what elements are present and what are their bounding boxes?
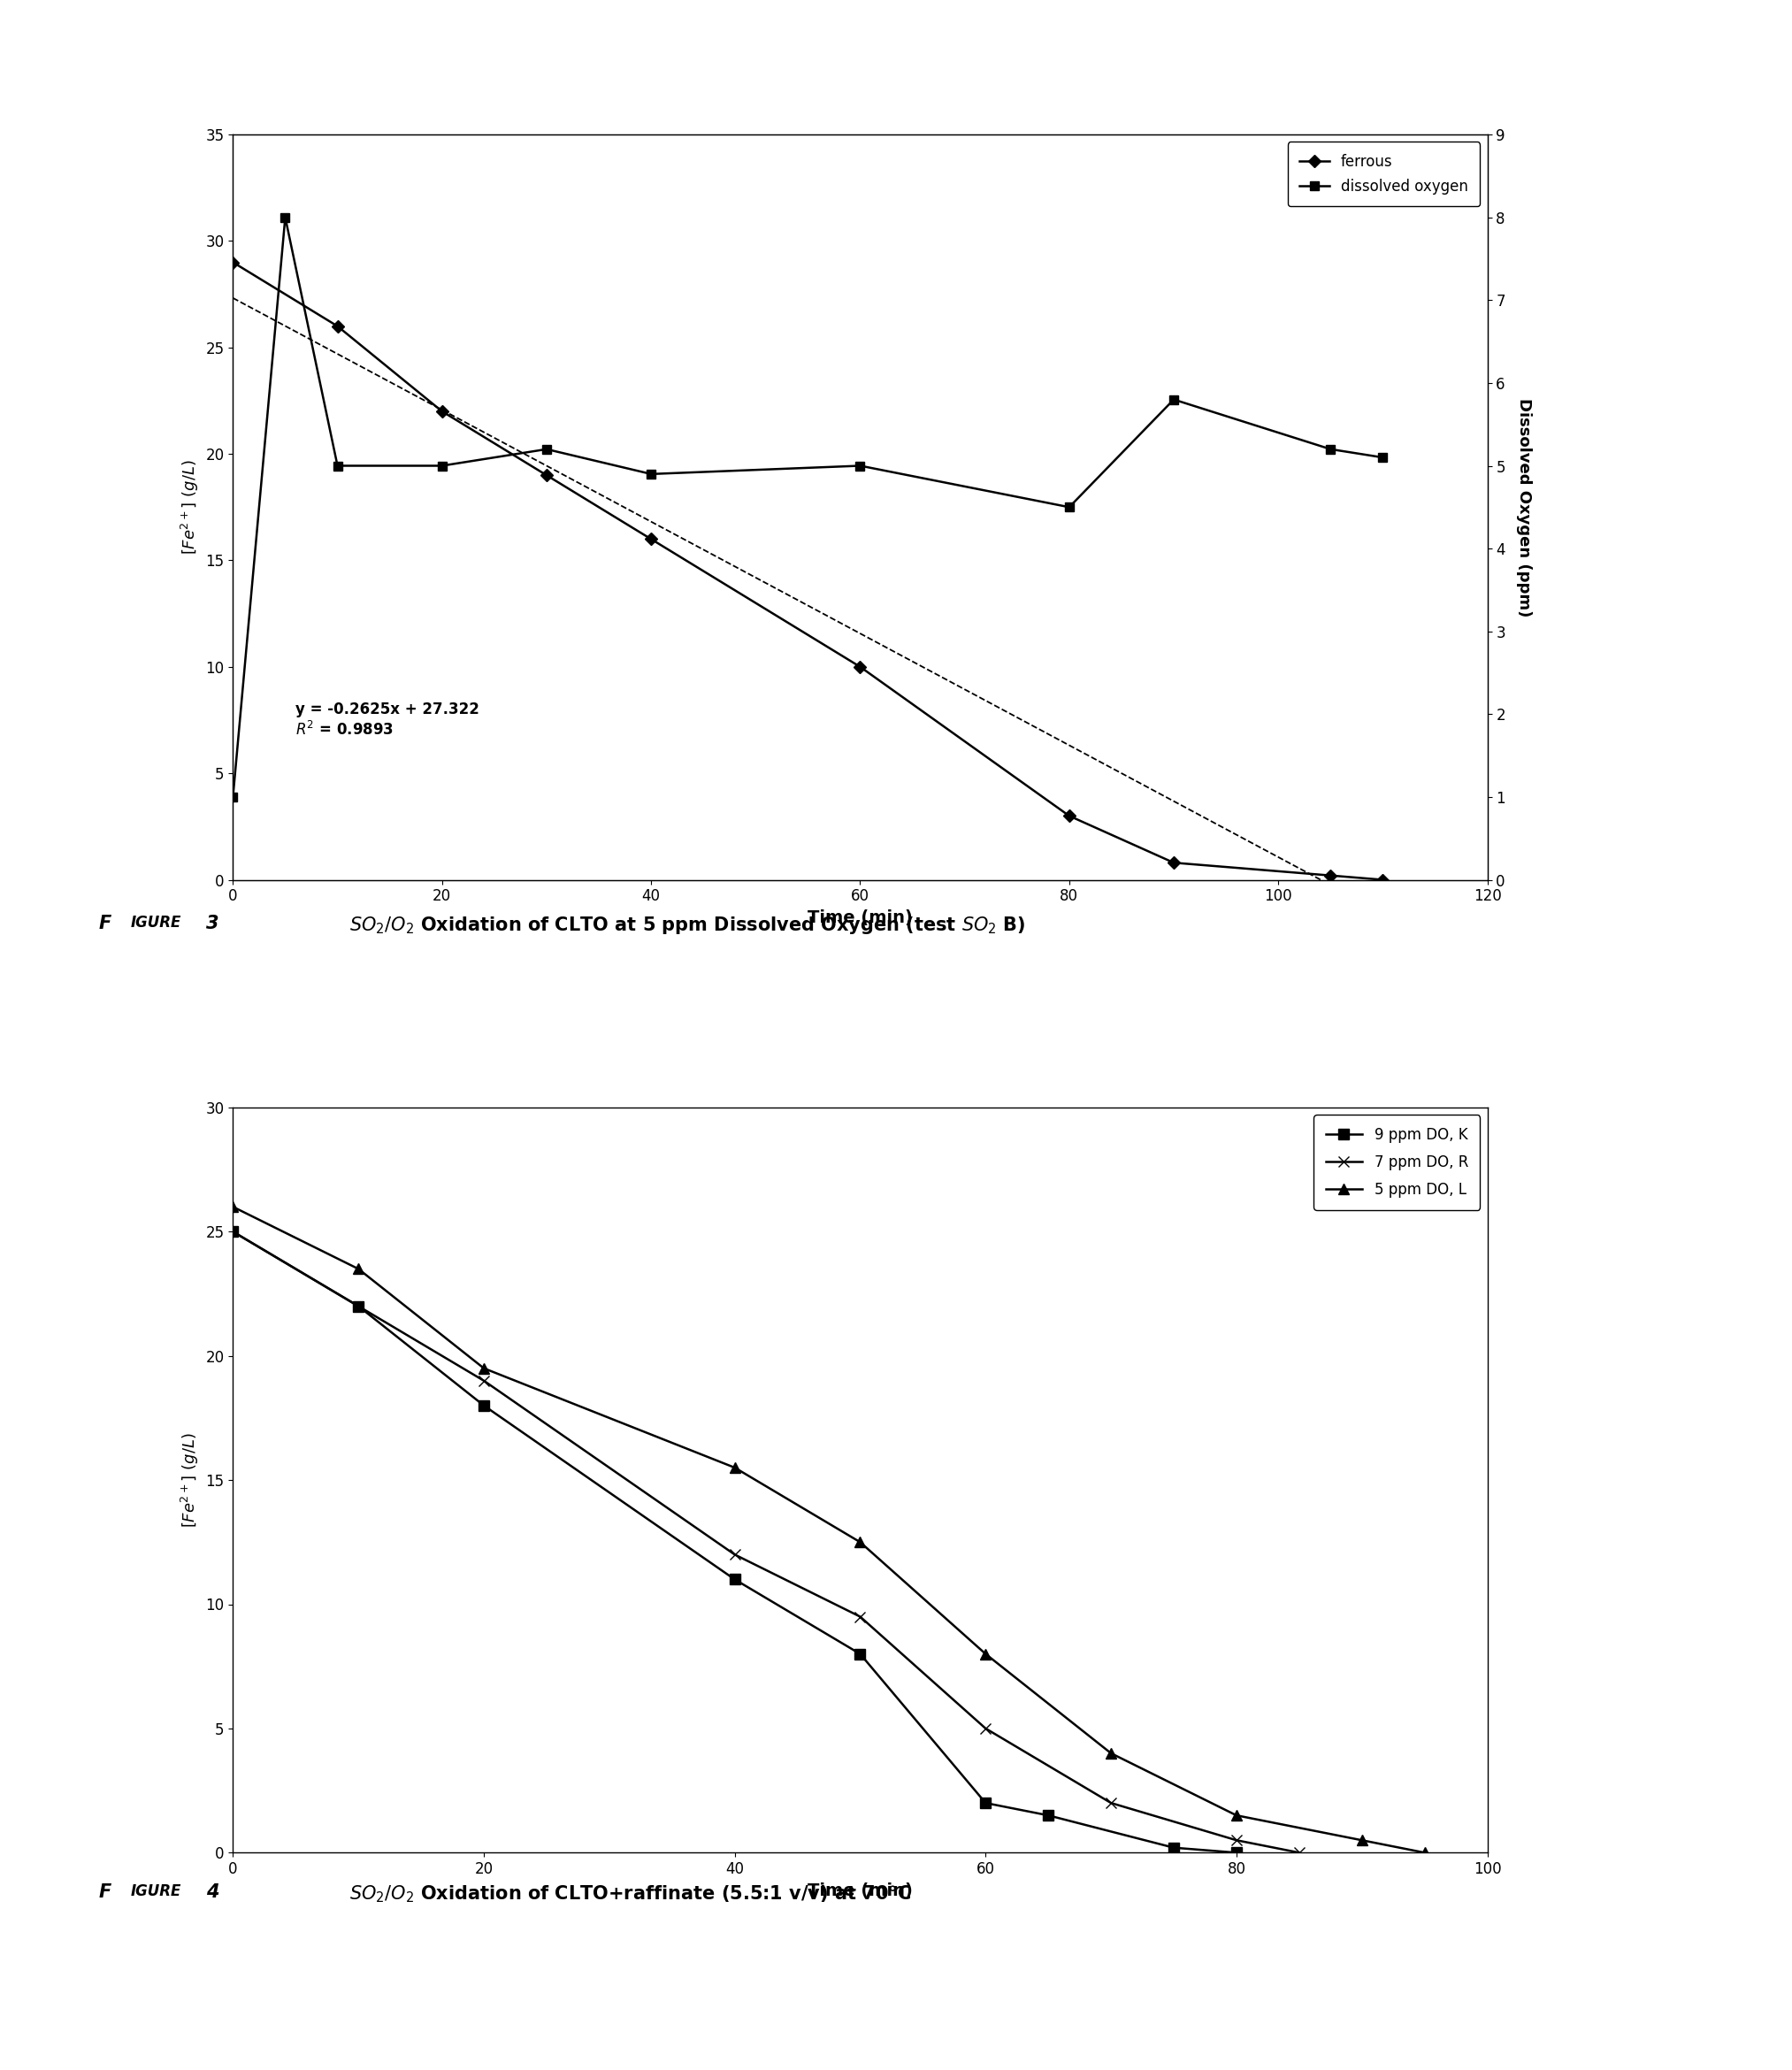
Text: y = -0.2625x + 27.322
$R^2$ = 0.9893: y = -0.2625x + 27.322 $R^2$ = 0.9893 [296,702,480,739]
5 ppm DO, L [222,1194,244,1219]
5 ppm DO, L [1351,1828,1373,1853]
Legend: 9 ppm DO, K, 7 ppm DO, R, 5 ppm DO, L: 9 ppm DO, K, 7 ppm DO, R, 5 ppm DO, L [1314,1116,1480,1209]
Line: 5 ppm DO, L: 5 ppm DO, L [228,1203,1430,1857]
Text: IGURE: IGURE [131,915,181,932]
9 ppm DO, K [975,1791,996,1815]
dissolved oxygen [1059,495,1081,520]
dissolved oxygen [849,453,871,478]
9 ppm DO, K [1038,1803,1059,1828]
ferrous [849,654,871,679]
ferrous [1059,803,1081,828]
Y-axis label: $[Fe^{2+}]\ (g/L)$: $[Fe^{2+}]\ (g/L)$ [179,460,201,555]
9 ppm DO, K [473,1393,495,1418]
Text: 4: 4 [206,1884,219,1902]
X-axis label: Time (min): Time (min) [808,909,912,925]
Y-axis label: Dissolved Oxygen (ppm): Dissolved Oxygen (ppm) [1516,397,1532,617]
Text: F: F [99,915,111,934]
5 ppm DO, L [1226,1803,1247,1828]
ferrous [1319,863,1340,888]
dissolved oxygen [1163,387,1185,412]
9 ppm DO, K [849,1642,871,1666]
7 ppm DO, R [724,1542,745,1567]
Text: F: F [99,1884,111,1902]
ferrous [1373,867,1394,892]
Text: IGURE: IGURE [131,1884,181,1900]
Y-axis label: $[Fe^{2+}]\ (g/L)$: $[Fe^{2+}]\ (g/L)$ [179,1432,201,1528]
9 ppm DO, K [1163,1836,1185,1861]
5 ppm DO, L [1100,1741,1122,1766]
ferrous [640,526,661,551]
dissolved oxygen [1373,445,1394,470]
dissolved oxygen [640,462,661,486]
Text: $SO_2/O_2$ Oxidation of CLTO+raffinate (5.5:1 v/v) at 70$\degree$C: $SO_2/O_2$ Oxidation of CLTO+raffinate (… [349,1884,910,1904]
5 ppm DO, L [473,1356,495,1381]
5 ppm DO, L [1414,1840,1435,1865]
Text: $SO_2/O_2$ Oxidation of CLTO at 5 ppm Dissolved Oxygen (test $SO_2$ B): $SO_2/O_2$ Oxidation of CLTO at 5 ppm Di… [349,915,1025,936]
ferrous [326,315,348,339]
7 ppm DO, R [348,1294,369,1319]
dissolved oxygen [1319,437,1340,462]
dissolved oxygen [432,453,453,478]
7 ppm DO, R [1100,1791,1122,1815]
Text: 3: 3 [206,915,219,934]
7 ppm DO, R [1226,1828,1247,1853]
X-axis label: Time (min): Time (min) [808,1882,912,1898]
ferrous [1163,851,1185,876]
Line: ferrous: ferrous [229,259,1387,884]
dissolved oxygen [326,453,348,478]
5 ppm DO, L [724,1455,745,1480]
7 ppm DO, R [1288,1840,1310,1865]
9 ppm DO, K [1226,1840,1247,1865]
Legend: ferrous, dissolved oxygen: ferrous, dissolved oxygen [1288,143,1480,207]
9 ppm DO, K [222,1219,244,1244]
Line: dissolved oxygen: dissolved oxygen [229,213,1387,801]
7 ppm DO, R [222,1219,244,1244]
5 ppm DO, L [975,1642,996,1666]
5 ppm DO, L [849,1530,871,1555]
ferrous [536,464,557,489]
Line: 9 ppm DO, K: 9 ppm DO, K [228,1228,1242,1857]
5 ppm DO, L [348,1256,369,1281]
dissolved oxygen [222,785,244,809]
7 ppm DO, R [975,1716,996,1741]
9 ppm DO, K [724,1567,745,1592]
dissolved oxygen [536,437,557,462]
ferrous [432,400,453,424]
7 ppm DO, R [473,1368,495,1393]
Line: 7 ppm DO, R: 7 ppm DO, R [228,1228,1305,1857]
9 ppm DO, K [348,1294,369,1319]
dissolved oxygen [274,205,296,230]
ferrous [222,250,244,275]
7 ppm DO, R [849,1604,871,1629]
